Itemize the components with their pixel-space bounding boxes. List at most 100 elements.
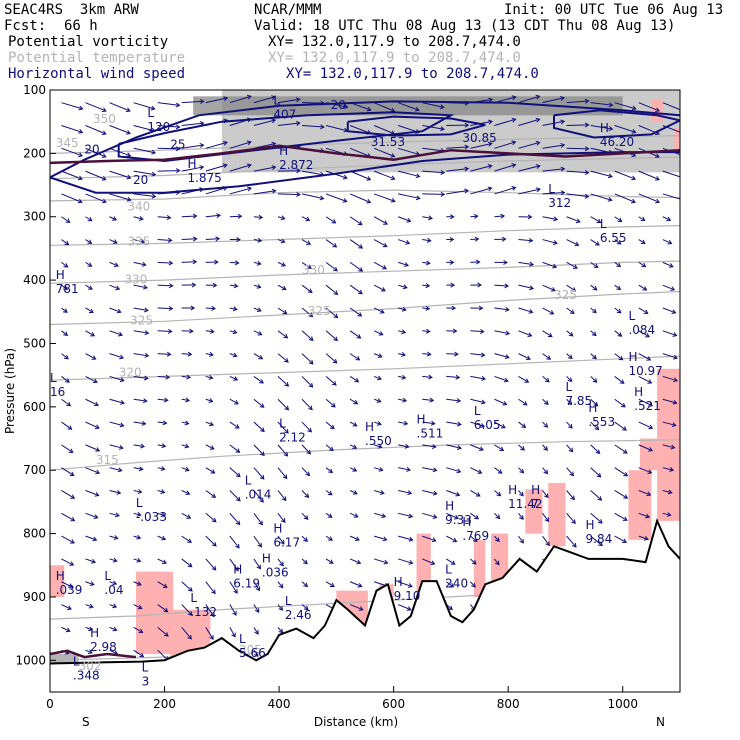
wind-vector-head: [189, 328, 194, 334]
wind-vector-head: [622, 538, 627, 543]
wind-vector: [205, 421, 214, 426]
wind-vector-head: [282, 309, 288, 315]
wind-vector: [542, 261, 557, 268]
wind-vector: [566, 376, 572, 382]
wind-vector: [542, 330, 553, 338]
wind-vector: [662, 307, 676, 314]
terrain-fill: [50, 520, 680, 692]
wind-vector-head: [353, 399, 359, 405]
wind-vector: [253, 421, 265, 432]
wind-vector-head: [511, 163, 517, 168]
wind-vector: [349, 193, 371, 203]
wind-vector-head: [126, 130, 131, 135]
wind-vector-head: [622, 426, 627, 431]
wind-vector: [109, 330, 123, 336]
wind-vector-head: [168, 260, 174, 266]
wind-vector: [325, 307, 338, 318]
wind-vector: [109, 421, 124, 427]
wind-vector-head: [199, 142, 205, 148]
wind-vector-head: [342, 198, 348, 203]
wind-vector-head: [597, 519, 603, 524]
extremum-value: .084: [628, 323, 655, 337]
wind-vector-head: [616, 262, 622, 268]
model-title: SEAC4RS 3km ARW: [4, 2, 139, 18]
wind-vector: [446, 146, 469, 149]
wind-vector-head: [464, 188, 470, 194]
wind-vector-head: [366, 198, 372, 204]
y-axis-label: Pressure (hPa): [3, 348, 17, 434]
wind-vector-head: [67, 425, 73, 430]
wind-vector: [325, 421, 335, 430]
wind-vector-head: [259, 498, 264, 503]
wind-vector-head: [597, 496, 603, 501]
wind-vector-head: [94, 492, 100, 497]
wind-vector-head: [568, 447, 574, 453]
wind-vector: [277, 558, 284, 566]
wind-vector: [325, 398, 336, 408]
wind-vector-head: [88, 626, 94, 632]
wind-vector-head: [474, 514, 480, 520]
wind-vector: [542, 467, 548, 474]
wind-vector: [470, 490, 481, 497]
extremum-marker: H: [233, 562, 242, 576]
wind-vector: [157, 512, 165, 517]
wind-vector-head: [631, 105, 637, 111]
wind-vector: [85, 239, 92, 244]
wind-vector-head: [256, 564, 261, 570]
wind-vector-head: [620, 402, 626, 408]
extremum-marker: L: [548, 182, 555, 196]
wind-vector: [61, 216, 70, 223]
wind-vector-head: [640, 239, 646, 244]
wind-vector: [638, 421, 653, 429]
wind-vector-head: [137, 604, 143, 610]
wind-vector: [494, 141, 516, 149]
wind-vector-head: [232, 352, 238, 358]
wind-vector-head: [308, 312, 314, 318]
wind-vector-head: [487, 164, 493, 169]
wind-vector: [181, 100, 204, 104]
extremum-marker: H: [90, 626, 99, 640]
wind-vector-head: [481, 376, 487, 381]
wind-vector: [590, 216, 601, 223]
wind-vector: [518, 375, 529, 383]
wind-vector: [85, 626, 93, 631]
wind-vector: [422, 147, 445, 152]
wind-vector: [253, 239, 262, 242]
wind-vector-head: [404, 262, 409, 267]
wind-vector-head: [449, 583, 455, 588]
wind-vector-head: [184, 466, 190, 472]
wind-vector: [422, 330, 430, 333]
wind-vector: [422, 375, 432, 378]
theta-label: 340: [127, 199, 150, 213]
extremum-value: 6.05: [474, 418, 501, 432]
wind-vector: [325, 490, 333, 496]
wind-vector: [133, 604, 142, 609]
wind-vector-head: [308, 405, 313, 411]
wind-vector: [205, 535, 217, 547]
wind-vector: [374, 444, 382, 448]
wind-vector-head: [402, 397, 408, 403]
wind-vector: [398, 467, 411, 471]
wind-vector-head: [95, 469, 101, 475]
wind-vector: [638, 170, 660, 181]
wind-vector-head: [488, 119, 493, 125]
extremum-value: 2.12: [279, 431, 306, 445]
wind-vector: [229, 421, 240, 429]
wind-vector: [325, 512, 333, 518]
wind-speed-label: 25: [170, 137, 185, 151]
wind-vector: [542, 490, 549, 498]
wind-vector: [614, 239, 622, 245]
wind-vector: [518, 398, 528, 406]
wind-vector-head: [500, 213, 506, 219]
wind-vector-head: [594, 425, 600, 431]
wind-vector-head: [608, 126, 614, 132]
wind-vector-head: [432, 467, 438, 473]
wind-vector: [566, 512, 576, 524]
wind-vector-head: [431, 537, 437, 543]
wind-vector: [277, 216, 285, 220]
wind-vector-head: [234, 260, 240, 266]
extremum-marker: H: [462, 515, 471, 529]
wind-vector-head: [366, 176, 372, 181]
wind-vector-head: [271, 95, 277, 100]
wind-vector-head: [306, 449, 312, 455]
